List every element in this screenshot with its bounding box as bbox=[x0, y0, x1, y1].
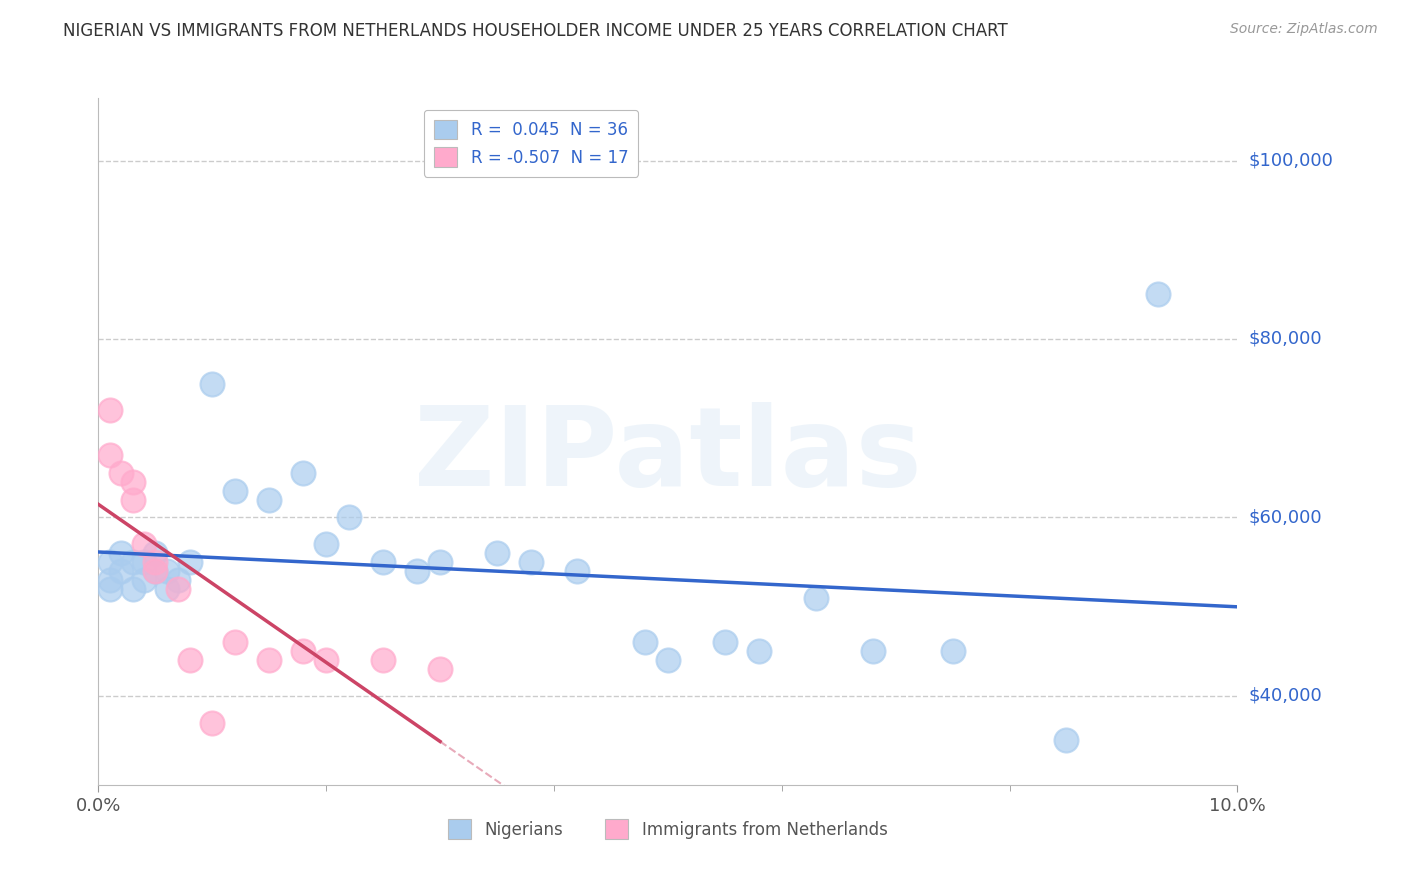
Point bbox=[748, 644, 770, 658]
Point bbox=[315, 537, 337, 551]
Point bbox=[714, 635, 737, 649]
Point bbox=[121, 475, 143, 489]
Point bbox=[98, 582, 121, 596]
Text: Source: ZipAtlas.com: Source: ZipAtlas.com bbox=[1230, 22, 1378, 37]
Point bbox=[167, 573, 190, 587]
Text: $80,000: $80,000 bbox=[1249, 330, 1322, 348]
Point bbox=[224, 483, 246, 498]
Point bbox=[121, 492, 143, 507]
Point bbox=[110, 564, 132, 578]
Point bbox=[259, 653, 281, 667]
Point bbox=[862, 644, 884, 658]
Point bbox=[315, 653, 337, 667]
Point bbox=[201, 715, 224, 730]
Text: NIGERIAN VS IMMIGRANTS FROM NETHERLANDS HOUSEHOLDER INCOME UNDER 25 YEARS CORREL: NIGERIAN VS IMMIGRANTS FROM NETHERLANDS … bbox=[63, 22, 1008, 40]
Point bbox=[429, 662, 451, 676]
Point bbox=[132, 537, 155, 551]
Point bbox=[98, 573, 121, 587]
Point bbox=[110, 546, 132, 560]
Point bbox=[657, 653, 679, 667]
Point bbox=[145, 546, 167, 560]
Point bbox=[804, 591, 827, 605]
Point bbox=[179, 555, 201, 569]
Point bbox=[224, 635, 246, 649]
Point bbox=[145, 564, 167, 578]
Point bbox=[132, 573, 155, 587]
Point bbox=[167, 582, 190, 596]
Point bbox=[145, 555, 167, 569]
Point bbox=[406, 564, 429, 578]
Point bbox=[98, 448, 121, 462]
Legend: Nigerians, Immigrants from Netherlands: Nigerians, Immigrants from Netherlands bbox=[441, 813, 894, 846]
Point bbox=[486, 546, 509, 560]
Point bbox=[634, 635, 657, 649]
Point bbox=[132, 555, 155, 569]
Point bbox=[156, 564, 179, 578]
Point bbox=[1056, 733, 1078, 747]
Point bbox=[373, 555, 395, 569]
Point bbox=[145, 564, 167, 578]
Point bbox=[337, 510, 360, 524]
Point bbox=[429, 555, 451, 569]
Point bbox=[201, 376, 224, 391]
Point bbox=[121, 582, 143, 596]
Point bbox=[565, 564, 588, 578]
Point bbox=[292, 466, 315, 480]
Point bbox=[98, 403, 121, 417]
Text: $40,000: $40,000 bbox=[1249, 687, 1322, 705]
Point bbox=[121, 555, 143, 569]
Point bbox=[292, 644, 315, 658]
Point bbox=[373, 653, 395, 667]
Point bbox=[520, 555, 543, 569]
Point bbox=[110, 466, 132, 480]
Text: $100,000: $100,000 bbox=[1249, 152, 1333, 169]
Point bbox=[98, 555, 121, 569]
Point bbox=[259, 492, 281, 507]
Point bbox=[1146, 287, 1168, 301]
Point bbox=[942, 644, 965, 658]
Point bbox=[179, 653, 201, 667]
Text: ZIPatlas: ZIPatlas bbox=[413, 401, 922, 508]
Text: $60,000: $60,000 bbox=[1249, 508, 1322, 526]
Point bbox=[156, 582, 179, 596]
